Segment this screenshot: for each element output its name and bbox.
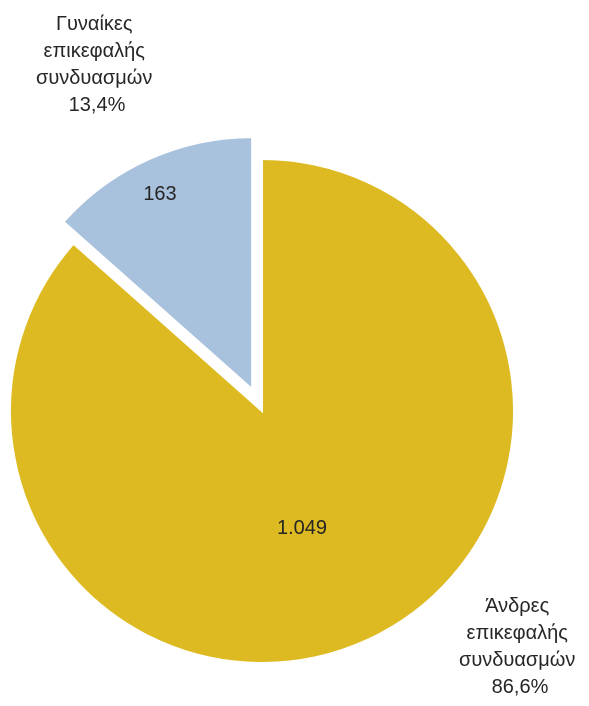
slice-category-line: επικεφαλής [467,622,569,644]
pie-slice-men [9,157,515,664]
slice-category-label-men: Άνδρες επικεφαλής συνδυασμών 86,6% [459,595,581,698]
slice-category-line: συνδυασμών [459,649,575,671]
slice-value-label-men: 1.049 [277,517,327,539]
slice-category-line: Άνδρες [485,595,549,617]
slice-category-line: συνδυασμών [36,67,152,89]
slice-percent-label-women: 13,4% [69,94,126,116]
slice-category-line: Γυναίκες [56,13,133,35]
pie-slices [9,136,515,664]
pie-slice-women [62,136,254,392]
slice-category-label-women: Γυναίκες επικεφαλής συνδυασμών 13,4% [36,13,158,116]
slice-percent-label-men: 86,6% [492,676,549,698]
slice-category-line: επικεφαλής [44,40,146,62]
slice-value-label-women: 163 [143,183,176,205]
